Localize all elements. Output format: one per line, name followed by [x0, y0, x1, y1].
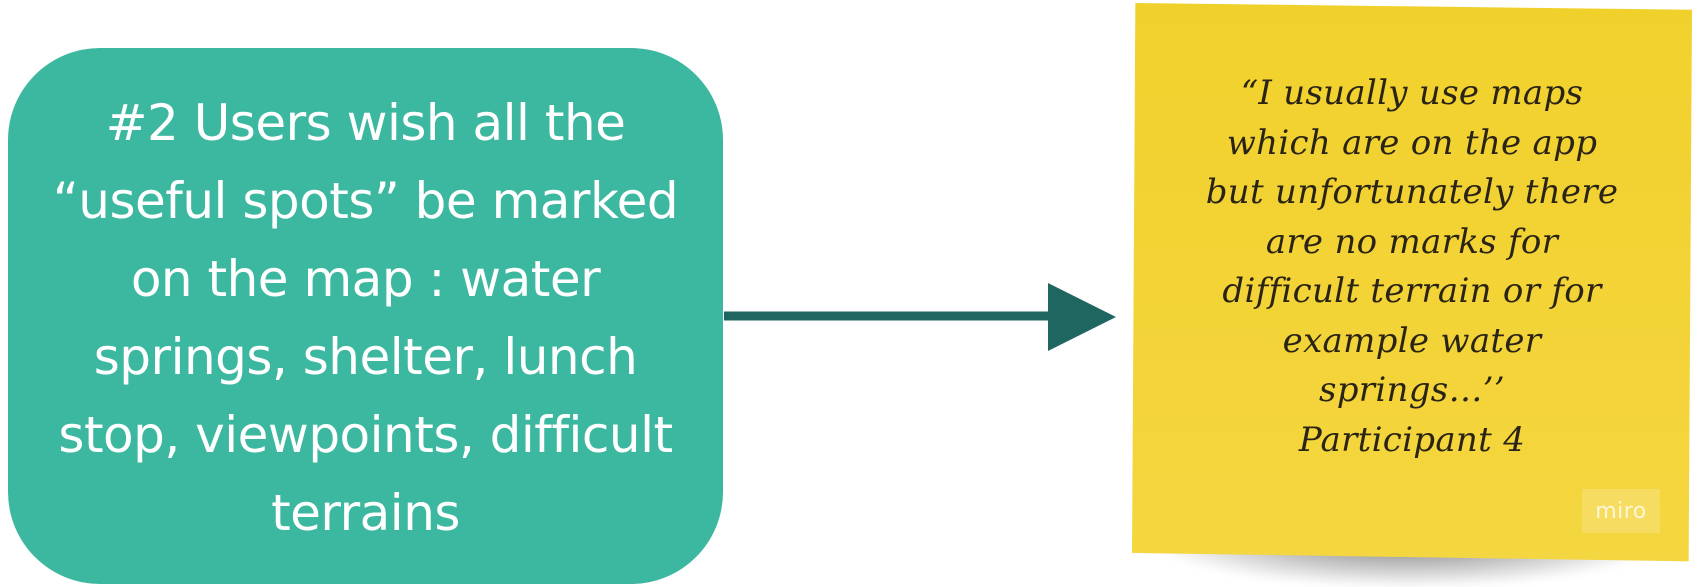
arrowhead-icon — [1048, 283, 1116, 351]
insight-card[interactable]: #2 Users wish all the “useful spots” be … — [8, 48, 723, 584]
sticky-note[interactable]: “I usually use maps which are on the app… — [1132, 3, 1692, 562]
miro-watermark: miro — [1582, 489, 1660, 533]
insight-text: #2 Users wish all the “useful spots” be … — [52, 94, 679, 542]
participant-quote: “I usually use maps which are on the app… — [1205, 73, 1619, 460]
